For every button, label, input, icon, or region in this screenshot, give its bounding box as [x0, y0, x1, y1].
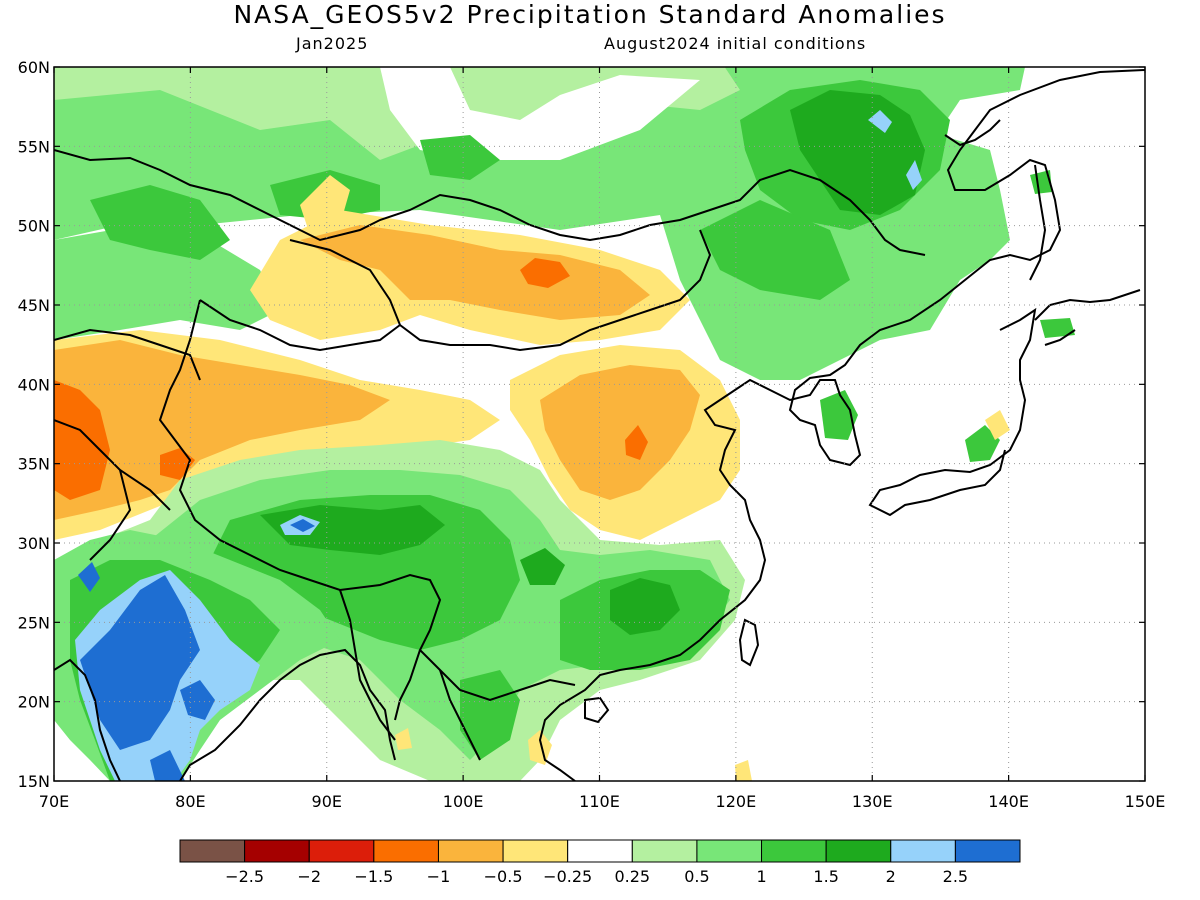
latitude-label: 35N [18, 455, 50, 474]
latitude-label: 15N [18, 772, 50, 791]
longitude-label: 100E [443, 792, 484, 811]
latitude-label: 50N [18, 217, 50, 236]
longitude-label: 80E [175, 792, 205, 811]
latitude-label: 60N [18, 58, 50, 77]
east-asia-coastline [538, 69, 1145, 781]
mongolia-orange-band [300, 225, 650, 320]
initial-conditions-label: August2024 initial conditions [604, 34, 867, 53]
hainan-coastline [584, 696, 610, 724]
sea-of-okhotsk-coast [944, 119, 1001, 147]
colorbar-label: −0.5 [484, 867, 523, 886]
colorbar-swatch [502, 839, 569, 863]
central-asia-borders [54, 328, 201, 561]
colorbar-swatch [179, 839, 246, 863]
china-west-border [158, 299, 576, 702]
map-title: NASA_GEOS5v2 Precipitation Standard Anom… [233, 0, 947, 29]
colorbar-swatch [890, 839, 956, 863]
southeast-asia-yellow-spot-1 [528, 730, 552, 765]
hokkaido-green-patch [1040, 318, 1075, 338]
siberia-lightblue-spot-1 [868, 110, 892, 133]
longitude-label: 70E [39, 792, 69, 811]
north-china-orange-patch [540, 365, 700, 500]
west-lightgreen-region [54, 225, 280, 340]
japan-coastline [868, 307, 1037, 517]
latitude-label: 40N [18, 375, 50, 394]
korea-green-patch [820, 390, 858, 440]
colorbar-swatch [244, 839, 310, 863]
coastlines-and-borders [54, 69, 1145, 781]
bay-of-bengal-blue-spot [150, 750, 185, 781]
colorbar-label: −0.25 [543, 867, 592, 886]
japan-green-patch [965, 425, 1000, 462]
japan-yellow-patch [985, 410, 1010, 440]
colorbar-swatch [954, 839, 1021, 863]
colorbar-swatch [567, 839, 633, 863]
longitude-label: 130E [852, 792, 893, 811]
colorbar-label: −1 [427, 867, 451, 886]
west-siberia-yellow-patch [300, 175, 350, 235]
hokkaido-coastline [1034, 289, 1141, 346]
anomaly-field [54, 67, 1145, 781]
india-blue-region [80, 575, 200, 750]
colorbar-label: −1.5 [354, 867, 393, 886]
longitude-label: 150E [1125, 792, 1166, 811]
colorbar-swatch [437, 839, 504, 863]
mongolia-darkorange-spot [520, 258, 570, 288]
longitude-label: 140E [988, 792, 1029, 811]
south-china-darkgreen-patch [610, 578, 680, 635]
manchuria-green-patch [700, 200, 850, 300]
kazakhstan-green-patch [90, 185, 230, 260]
latitude-label: 30N [18, 534, 50, 553]
colorbar-swatch [373, 839, 439, 863]
colorbar [179, 839, 1021, 863]
india-blue-spot [180, 680, 215, 720]
west-darkorange-patch [54, 380, 110, 500]
colorbar-label: −2 [297, 867, 321, 886]
latitude-label: 55N [18, 137, 50, 156]
indochina-green-patch [460, 670, 520, 760]
pakistan-blue-spot [78, 562, 100, 592]
tibet-blue-spot [290, 519, 315, 532]
latitude-label: 45N [18, 296, 50, 315]
sakhalin-coastline [1029, 164, 1047, 281]
colorbar-label: 1.5 [813, 867, 838, 886]
gridlines [54, 67, 1145, 781]
siberia-lightblue-spot-2 [906, 160, 922, 190]
axis-ticks [53, 66, 1146, 782]
colorbar-labels: −2.5 −2 −1.5 −1 −0.5 −0.25 0.25 0.5 1 1.5 2 2.5 [225, 867, 968, 886]
longitude-label: 90E [312, 792, 342, 811]
colorbar-label: 1 [756, 867, 766, 886]
colorbar-swatch [825, 839, 892, 863]
colorbar-label: 0.25 [614, 867, 650, 886]
colorbar-swatch [308, 839, 375, 863]
southeast-asia-yellow-spot-2 [395, 728, 412, 750]
longitude-labels: 70E 80E 90E 100E 110E 120E 130E 140E 150E [39, 792, 1166, 811]
taiwan-coastline [738, 618, 760, 667]
sichuan-darkgreen-patch [520, 548, 565, 585]
colorbar-label: 2 [886, 867, 896, 886]
myanmar-border [339, 589, 481, 761]
forecast-month: Jan2025 [296, 34, 369, 53]
latitude-labels: 60N 55N 50N 45N 40N 35N 30N 25N 20N 15N [18, 58, 50, 791]
latitude-label: 20N [18, 693, 50, 712]
kamchatka-green-patch [1030, 170, 1052, 194]
colorbar-swatch [761, 839, 827, 863]
west-orange-band [54, 340, 390, 520]
taiwan-sea-yellow-spot [735, 760, 752, 781]
india-coastline [54, 648, 396, 781]
russia-border [54, 149, 926, 256]
north-china-darkorange-spot [625, 425, 648, 460]
mongolia-border [289, 229, 712, 352]
colorbar-label: 2.5 [943, 867, 968, 886]
colorbar-label: 0.5 [684, 867, 709, 886]
colorbar-label: −2.5 [225, 867, 264, 886]
longitude-label: 120E [716, 792, 757, 811]
colorbar-swatch [631, 839, 698, 863]
colorbar-swatch [696, 839, 763, 863]
longitude-label: 110E [579, 792, 620, 811]
latitude-label: 25N [18, 613, 50, 632]
